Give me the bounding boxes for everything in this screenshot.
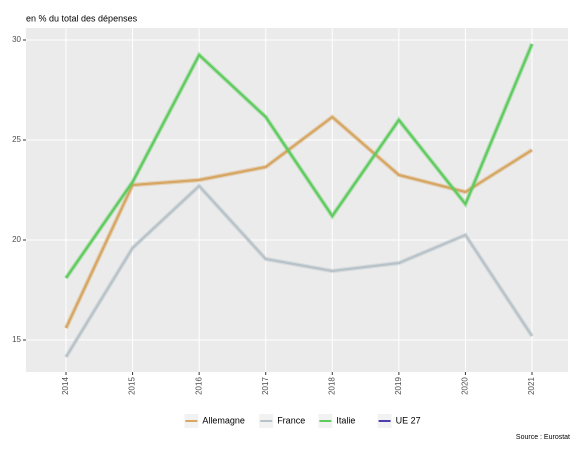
x-tick-label: 2017 xyxy=(261,377,270,395)
legend-label: Italie xyxy=(336,415,355,425)
legend-label: UE 27 xyxy=(396,415,421,425)
x-tick-label: 2020 xyxy=(461,377,470,395)
series-line xyxy=(65,43,534,279)
y-tick-label: 15 xyxy=(12,335,21,344)
y-tick-label: 20 xyxy=(12,235,21,244)
series-line xyxy=(65,184,533,358)
x-tick-label: 2018 xyxy=(327,377,336,395)
source: Source : Eurostat xyxy=(516,434,570,441)
x-tick-label: 2019 xyxy=(394,377,403,395)
x-tick-label: 2015 xyxy=(128,377,137,395)
x-tick-label: 2014 xyxy=(61,377,70,395)
legend-label: France xyxy=(277,415,305,425)
y-tick-label: 30 xyxy=(12,35,21,44)
x-tick-label: 2021 xyxy=(527,377,536,395)
chart-title: en % du total des dépenses xyxy=(26,13,138,23)
plot-background xyxy=(26,28,568,372)
x-tick-label: 2016 xyxy=(194,377,203,395)
y-tick-label: 25 xyxy=(12,135,21,144)
legend-label: Allemagne xyxy=(202,415,245,425)
